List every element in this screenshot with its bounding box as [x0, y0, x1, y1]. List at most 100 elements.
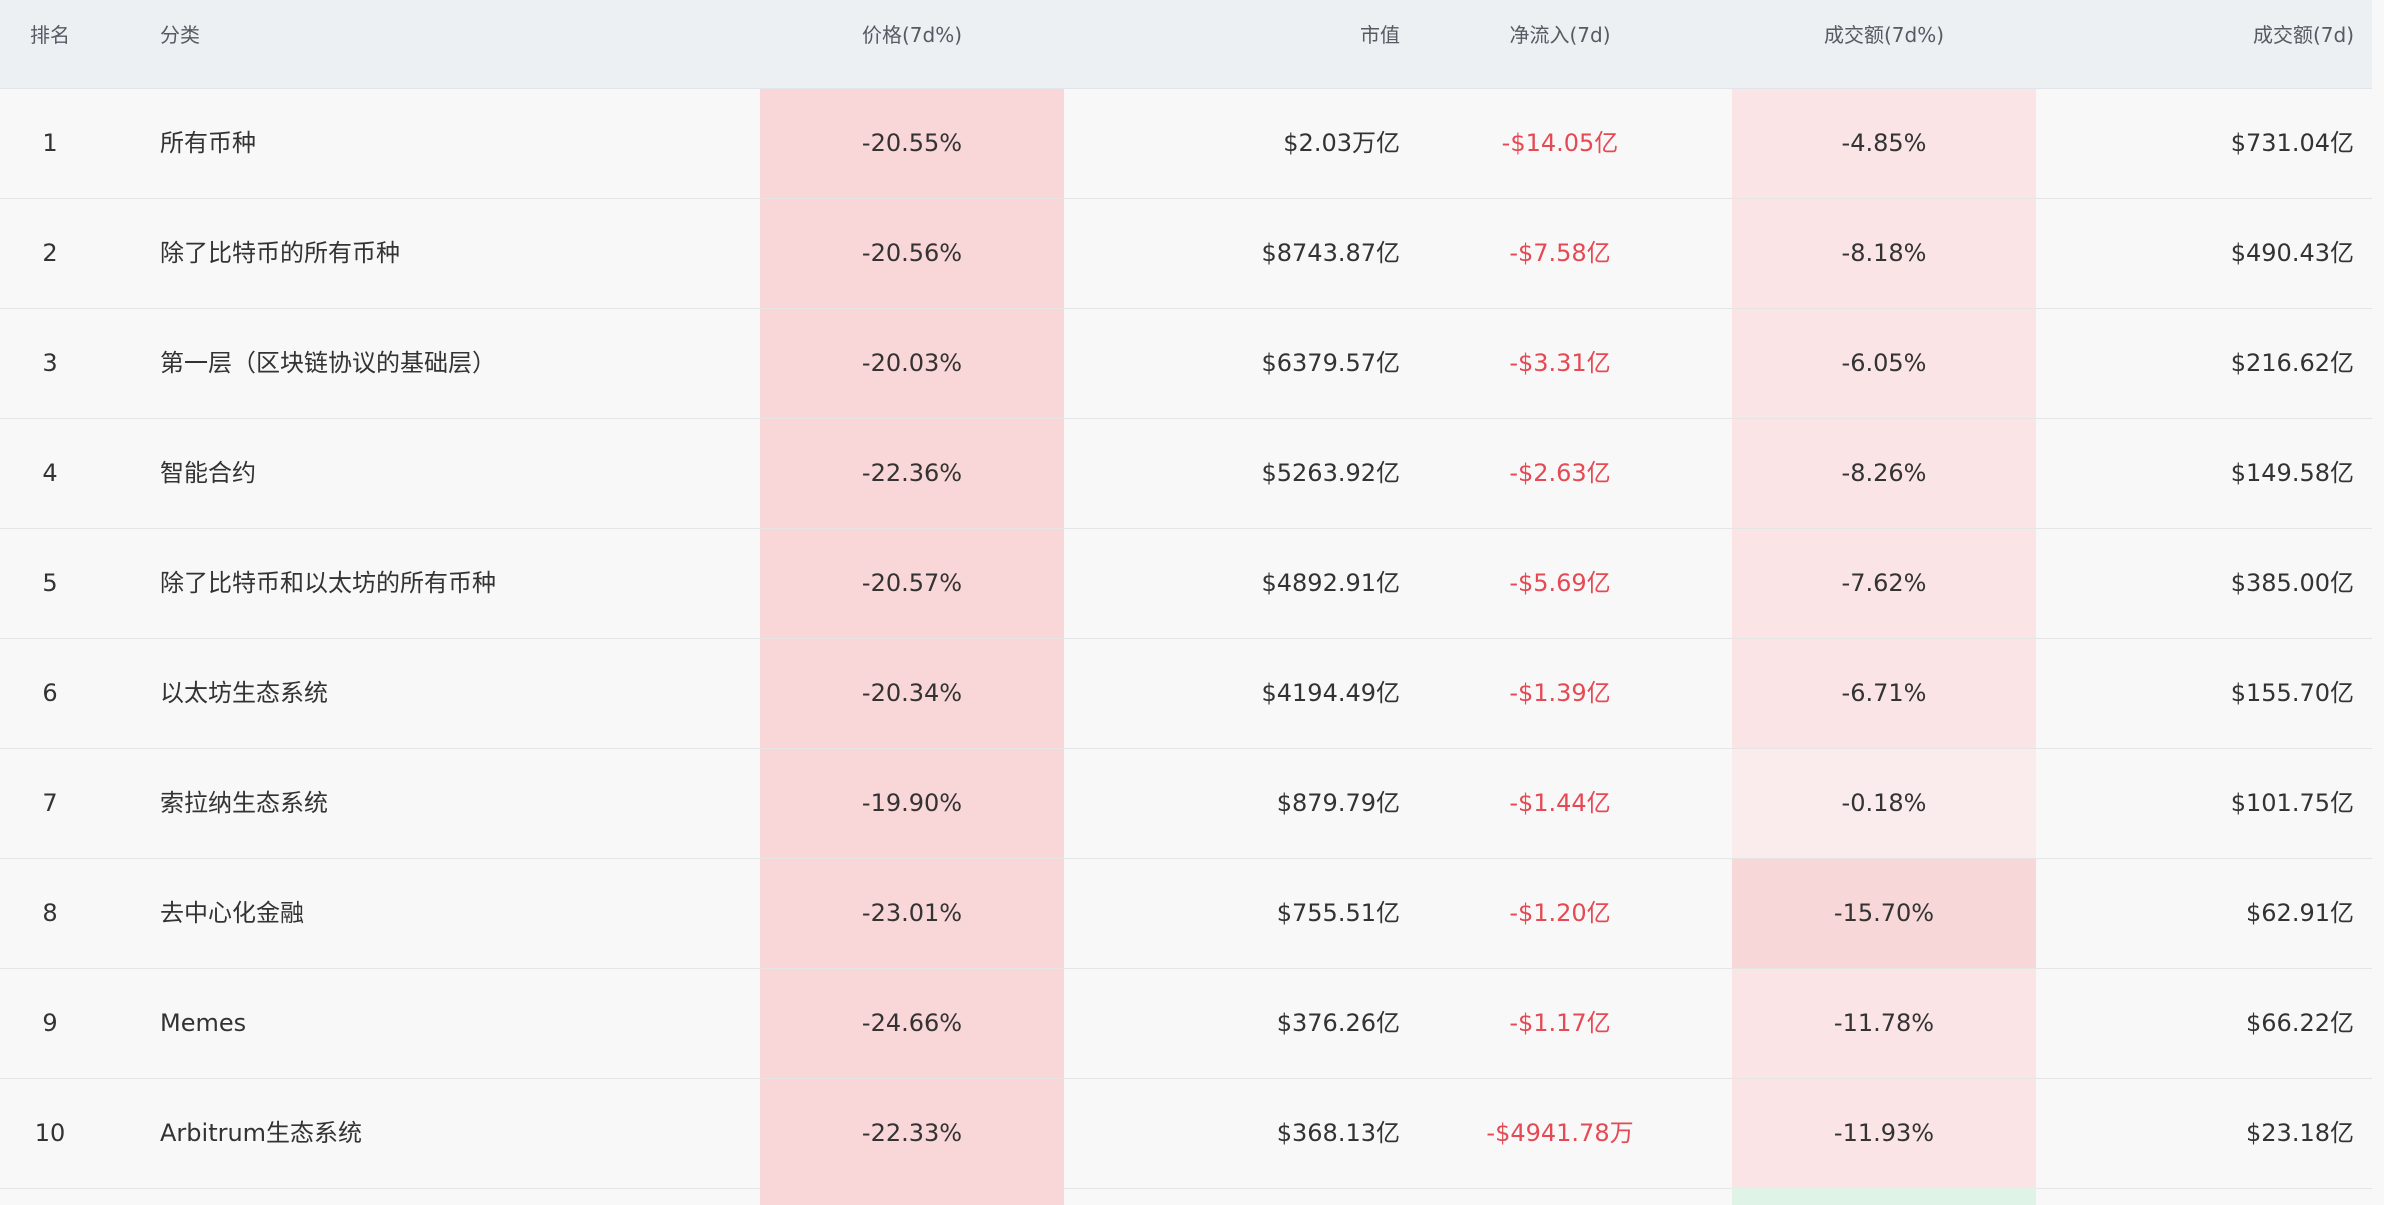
volume-change-cell: -6.05% [1841, 349, 1927, 377]
market-cap-cell: $4892.91亿 [1261, 569, 1400, 597]
price-cell-background [760, 529, 1064, 638]
price-change-cell: -23.01% [861, 899, 963, 927]
net-inflow-cell: -$5.69亿 [1509, 569, 1611, 597]
column-header-category[interactable]: 分类 [160, 23, 200, 47]
volume-change-cell-background [1732, 89, 2036, 198]
rank-cell: 2 [42, 239, 58, 267]
rank-cell: 10 [34, 1119, 66, 1147]
category-cell: 智能合约 [160, 459, 256, 487]
price-change-cell: -20.34% [861, 679, 963, 707]
price-change-cell: -20.56% [861, 239, 963, 267]
column-header-price-7d[interactable]: 价格(7d%) [861, 23, 963, 47]
column-header-volume[interactable]: 成交额(7d) [2252, 23, 2354, 47]
price-cell-background [760, 1079, 1064, 1188]
volume-change-cell: -11.93% [1833, 1119, 1935, 1147]
category-cell: 以太坊生态系统 [160, 679, 328, 707]
next-row-partial [0, 1188, 2372, 1205]
market-cap-cell: $755.51亿 [1276, 899, 1400, 927]
table-row[interactable]: 6 以太坊生态系统 -20.34% $4194.49亿 -$1.39亿 -6.71% $15… [0, 639, 2372, 749]
market-cap-cell: $5263.92亿 [1261, 459, 1400, 487]
column-header-volume-change[interactable]: 成交额(7d%) [1823, 23, 1945, 47]
net-inflow-cell: -$3.31亿 [1509, 349, 1611, 377]
price-change-cell: -20.03% [861, 349, 963, 377]
volume-change-cell: -4.85% [1841, 129, 1927, 157]
price-cell-background [760, 199, 1064, 308]
price-change-cell: -20.57% [861, 569, 963, 597]
volume-change-cell-background [1732, 749, 2036, 858]
table-row[interactable]: 2 除了比特币的所有币种 -20.56% $8743.87亿 -$7.58亿 -8.18%… [0, 199, 2372, 309]
next-row-price-bg [760, 1188, 1064, 1205]
market-cap-cell: $4194.49亿 [1261, 679, 1400, 707]
net-inflow-cell: -$7.58亿 [1509, 239, 1611, 267]
volume-change-cell: -8.18% [1841, 239, 1927, 267]
table-row[interactable]: 7 索拉纳生态系统 -19.90% $879.79亿 -$1.44亿 -0.18% $101… [0, 749, 2372, 859]
rank-cell: 5 [42, 569, 58, 597]
price-cell-background [760, 749, 1064, 858]
volume-change-cell-background [1732, 859, 2036, 968]
table-header: 排名 分类 价格(7d%) 市值 净流入(7d) 成交额(7d%) 成交额(7d… [0, 0, 2372, 89]
net-inflow-cell: -$1.17亿 [1509, 1009, 1611, 1037]
table-row[interactable]: 4 智能合约 -22.36% $5263.92亿 -$2.63亿 -8.26% $149.5… [0, 419, 2372, 529]
net-inflow-cell: -$1.39亿 [1509, 679, 1611, 707]
volume-cell: $66.22亿 [2246, 1009, 2354, 1037]
category-cell: 除了比特币的所有币种 [160, 239, 400, 267]
rank-cell: 6 [42, 679, 58, 707]
volume-cell: $385.00亿 [2230, 569, 2354, 597]
volume-change-cell-background [1732, 419, 2036, 528]
market-cap-cell: $2.03万亿 [1283, 129, 1400, 157]
next-row-volume-change-bg [1732, 1188, 2036, 1205]
volume-cell: $101.75亿 [2230, 789, 2354, 817]
category-cell: 第一层（区块链协议的基础层） [160, 349, 496, 377]
volume-cell: $490.43亿 [2230, 239, 2354, 267]
price-cell-background [760, 419, 1064, 528]
net-inflow-cell: -$2.63亿 [1509, 459, 1611, 487]
volume-change-cell-background [1732, 309, 2036, 418]
volume-cell: $62.91亿 [2246, 899, 2354, 927]
rank-cell: 3 [42, 349, 58, 377]
column-header-market-cap[interactable]: 市值 [1360, 23, 1400, 47]
category-cell: 除了比特币和以太坊的所有币种 [160, 569, 496, 597]
market-cap-cell: $8743.87亿 [1261, 239, 1400, 267]
category-cell: 去中心化金融 [160, 899, 304, 927]
price-cell-background [760, 639, 1064, 748]
price-change-cell: -20.55% [861, 129, 963, 157]
volume-change-cell-background [1732, 529, 2036, 638]
price-cell-background [760, 859, 1064, 968]
table-row[interactable]: 5 除了比特币和以太坊的所有币种 -20.57% $4892.91亿 -$5.69亿 -7… [0, 529, 2372, 639]
table-row[interactable]: 10 Arbitrum生态系统 -22.33% $368.13亿 -$4941.78万 -… [0, 1079, 2372, 1189]
volume-change-cell-background [1732, 639, 2036, 748]
price-change-cell: -19.90% [861, 789, 963, 817]
rank-cell: 4 [42, 459, 58, 487]
volume-change-cell-background [1732, 1079, 2036, 1188]
volume-change-cell: -8.26% [1841, 459, 1927, 487]
price-change-cell: -22.33% [861, 1119, 963, 1147]
category-cell: Memes [160, 1009, 247, 1037]
volume-change-cell: -6.71% [1841, 679, 1927, 707]
volume-cell: $149.58亿 [2230, 459, 2354, 487]
rank-cell: 8 [42, 899, 58, 927]
price-change-cell: -24.66% [861, 1009, 963, 1037]
net-inflow-cell: -$1.20亿 [1509, 899, 1611, 927]
price-cell-background [760, 969, 1064, 1078]
volume-change-cell: -15.70% [1833, 899, 1935, 927]
price-change-cell: -22.36% [861, 459, 963, 487]
table-row[interactable]: 3 第一层（区块链协议的基础层） -20.03% $6379.57亿 -$3.31亿 -6… [0, 309, 2372, 419]
volume-cell: $216.62亿 [2230, 349, 2354, 377]
market-cap-cell: $368.13亿 [1276, 1119, 1400, 1147]
net-inflow-cell: -$4941.78万 [1486, 1119, 1634, 1147]
market-cap-cell: $879.79亿 [1276, 789, 1400, 817]
market-cap-cell: $6379.57亿 [1261, 349, 1400, 377]
market-cap-cell: $376.26亿 [1276, 1009, 1400, 1037]
column-header-rank[interactable]: 排名 [30, 23, 70, 47]
category-cell: Arbitrum生态系统 [160, 1119, 363, 1147]
volume-change-cell: -11.78% [1833, 1009, 1935, 1037]
table-row[interactable]: 8 去中心化金融 -23.01% $755.51亿 -$1.20亿 -15.70% $62.… [0, 859, 2372, 969]
table-row[interactable]: 9 Memes -24.66% $376.26亿 -$1.17亿 -11.78% $66.2… [0, 969, 2372, 1079]
column-header-net-inflow[interactable]: 净流入(7d) [1509, 23, 1611, 47]
volume-cell: $731.04亿 [2230, 129, 2354, 157]
table-row[interactable]: 1 所有币种 -20.55% $2.03万亿 -$14.05亿 -4.85% $731.04… [0, 89, 2372, 199]
volume-change-cell: -7.62% [1841, 569, 1927, 597]
category-cell: 所有币种 [160, 129, 256, 157]
price-cell-background [760, 309, 1064, 418]
